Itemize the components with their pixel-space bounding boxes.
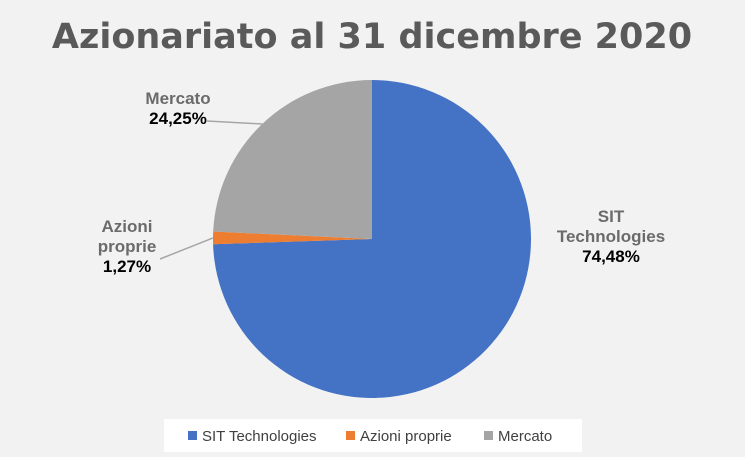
data-label-name-mercato: Mercato [145,89,210,108]
data-label-value-azioni-proprie: 1,27% [103,257,151,276]
leader-line-mercato [206,120,263,125]
data-label-name-sit-technologies-1: SIT [598,207,625,226]
chart-title: Azionariato al 31 dicembre 2020 [52,17,692,57]
data-label-value-mercato: 24,25% [149,109,207,128]
legend: SIT Technologies Azioni proprie Mercato [164,419,582,452]
leader-line-azioni-proprie [159,237,214,260]
legend-label-azioni-proprie: Azioni proprie [360,428,452,445]
pie-slice-azioni-proprie [212,231,372,245]
legend-swatch-mercato [484,431,493,440]
data-label-value-sit-technologies: 74,48% [582,247,640,266]
pie-slices [212,80,531,398]
legend-box [164,419,582,452]
pie-slice-sit-technologies [213,80,531,398]
data-label-name-sit-technologies-2: Technologies [557,227,665,246]
legend-swatch-azioni-proprie [346,431,355,440]
legend-label-sit-technologies: SIT Technologies [202,428,317,445]
leader-lines [159,120,263,260]
legend-label-mercato: Mercato [498,428,552,445]
data-label-name-azioni-proprie-2: proprie [98,237,157,256]
pie-slice-mercato [213,80,372,239]
data-label-name-azioni-proprie-1: Azioni [102,217,153,236]
legend-swatch-sit-technologies [188,431,197,440]
